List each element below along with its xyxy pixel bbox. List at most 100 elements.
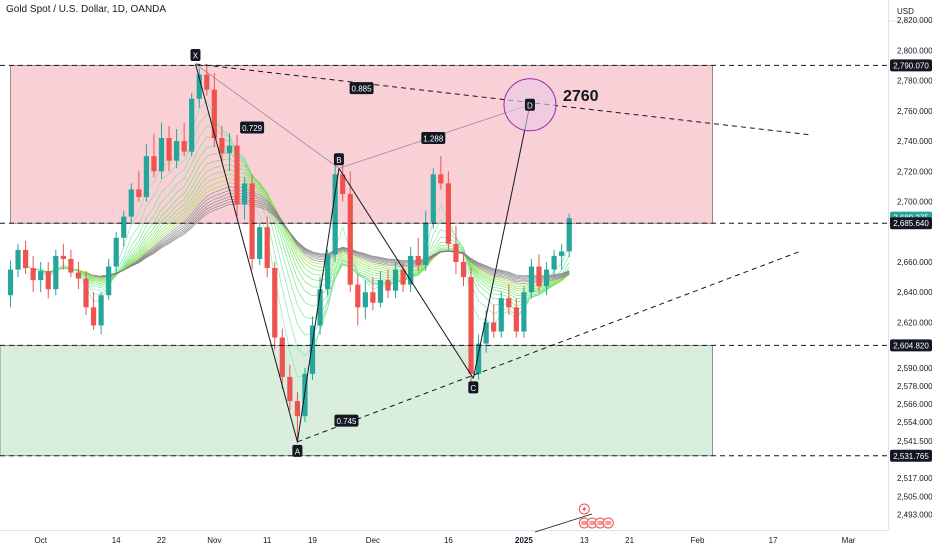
x-tick-label: 16: [444, 536, 453, 545]
flag-glyph: [597, 521, 604, 525]
candle-body[interactable]: [121, 216, 127, 238]
y-tick-label: 2,700.000: [897, 198, 932, 207]
candle-body[interactable]: [113, 237, 119, 267]
x-tick-label: 13: [580, 536, 589, 545]
candle-body[interactable]: [521, 292, 527, 332]
candle-body[interactable]: [7, 269, 14, 296]
candle-body[interactable]: [45, 271, 51, 290]
candle-body[interactable]: [506, 298, 512, 308]
candle-body[interactable]: [30, 268, 36, 281]
candle-body[interactable]: [362, 292, 368, 308]
candle-body[interactable]: [445, 183, 451, 244]
pattern-point-a[interactable]: A: [292, 444, 303, 457]
candle-body[interactable]: [408, 255, 414, 285]
moving-average-ribbon: [25, 100, 570, 378]
candle-body[interactable]: [174, 141, 180, 161]
candle-body[interactable]: [226, 145, 233, 154]
demand-zone: [0, 345, 713, 457]
candle-body[interactable]: [392, 269, 399, 291]
candle-body[interactable]: [355, 284, 361, 308]
candle-body[interactable]: [559, 251, 565, 256]
candle-body[interactable]: [90, 307, 97, 326]
candle-body[interactable]: [543, 269, 550, 287]
candle-body[interactable]: [294, 401, 300, 417]
candle-body[interactable]: [83, 278, 89, 308]
candle-body[interactable]: [189, 98, 195, 152]
candle-body[interactable]: [264, 227, 270, 269]
ratio-label[interactable]: 0.745: [334, 414, 359, 427]
ratio-text: 0.729: [242, 124, 263, 133]
candle-body[interactable]: [128, 189, 134, 217]
candle-body[interactable]: [309, 325, 316, 374]
ratio-label[interactable]: 0.885: [349, 82, 374, 95]
candle-body[interactable]: [430, 174, 436, 223]
candle-body[interactable]: [325, 254, 331, 290]
candle-body[interactable]: [23, 249, 29, 269]
candle-body[interactable]: [158, 138, 165, 172]
ratio-label[interactable]: 1.288: [421, 132, 446, 145]
candle-body[interactable]: [377, 280, 384, 303]
pattern-point-d[interactable]: D: [524, 98, 535, 111]
candle-body[interactable]: [528, 266, 535, 293]
candle-body[interactable]: [536, 266, 542, 287]
x-tick-label: Feb: [691, 536, 705, 545]
candle-body[interactable]: [106, 266, 112, 296]
candle-body[interactable]: [98, 295, 104, 326]
candle-body[interactable]: [234, 145, 240, 205]
candle-body[interactable]: [166, 138, 172, 161]
candle-body[interactable]: [438, 174, 444, 184]
candle-body[interactable]: [370, 292, 376, 303]
candle-body[interactable]: [483, 322, 489, 344]
candle-body[interactable]: [211, 89, 217, 139]
candle-body[interactable]: [241, 183, 248, 205]
candle-body[interactable]: [38, 271, 44, 281]
candle-body[interactable]: [566, 218, 572, 252]
candle-body[interactable]: [53, 255, 59, 290]
candle-body[interactable]: [287, 376, 293, 402]
candle-body[interactable]: [453, 243, 459, 262]
pattern-point-x[interactable]: X: [190, 48, 201, 61]
candle-body[interactable]: [513, 307, 519, 332]
candle-body[interactable]: [423, 222, 429, 265]
candle-body[interactable]: [332, 174, 338, 255]
candle-body[interactable]: [317, 289, 323, 326]
candle-body[interactable]: [136, 189, 142, 197]
price-tag-label: 2,604.820: [893, 341, 929, 350]
candle-body[interactable]: [257, 227, 263, 259]
candle-body[interactable]: [75, 272, 82, 279]
candle-body[interactable]: [415, 255, 421, 265]
candle-body[interactable]: [340, 174, 346, 194]
candle-body[interactable]: [460, 261, 467, 278]
candle-body[interactable]: [347, 193, 353, 285]
candle-body[interactable]: [468, 277, 474, 374]
pattern-point-b[interactable]: B: [333, 153, 344, 166]
ema-ribbon-line: [70, 173, 570, 290]
candle-body[interactable]: [272, 268, 278, 338]
harmonic-pattern: 2760 X A B C D 0.729 0.885 1.288 0.745: [190, 48, 599, 457]
candle-body[interactable]: [385, 280, 391, 291]
candle-body[interactable]: [498, 298, 504, 332]
candle-body[interactable]: [204, 74, 210, 90]
candle-body[interactable]: [60, 255, 66, 259]
ratio-label[interactable]: 0.729: [240, 121, 265, 134]
y-tick-label: 2,820.000: [897, 16, 932, 25]
currency-label: USD: [897, 7, 914, 16]
candle-body[interactable]: [219, 138, 225, 154]
chart-title: Gold Spot / U.S. Dollar, 1D, OANDA: [6, 4, 167, 15]
candle-body[interactable]: [400, 269, 406, 285]
candle-body[interactable]: [476, 343, 482, 374]
candle-body[interactable]: [491, 322, 497, 332]
candle-body[interactable]: [15, 249, 21, 270]
candle-body[interactable]: [551, 255, 557, 270]
pattern-point-c[interactable]: C: [468, 381, 479, 394]
candle-body[interactable]: [143, 156, 149, 197]
candle-body[interactable]: [68, 258, 74, 273]
candle-body[interactable]: [196, 74, 202, 99]
candle-body[interactable]: [151, 156, 157, 172]
pattern-leg: [338, 167, 474, 379]
candle-body[interactable]: [249, 183, 255, 259]
candle-body[interactable]: [181, 141, 187, 152]
candle-body[interactable]: [279, 337, 285, 377]
